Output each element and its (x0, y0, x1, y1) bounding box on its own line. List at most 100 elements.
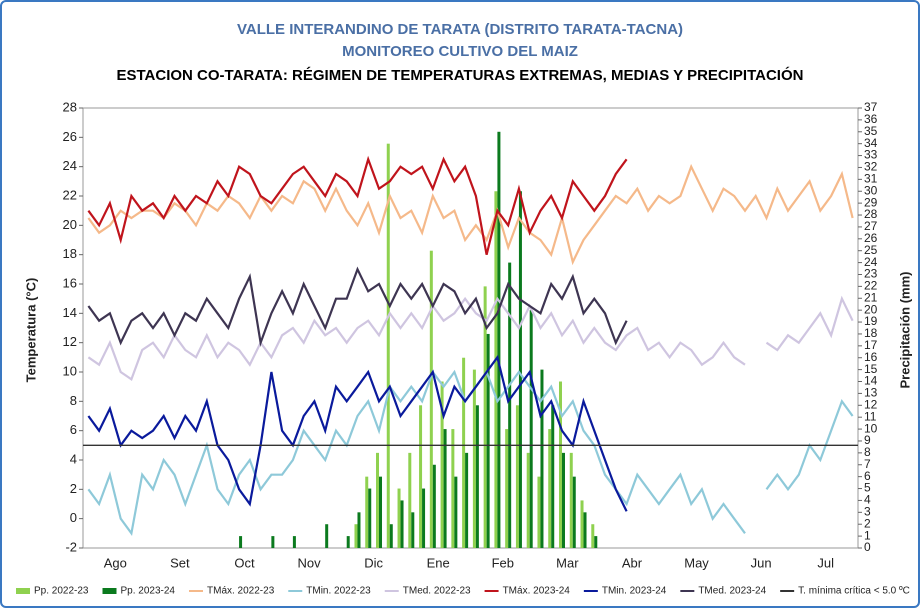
y2-tick-label: 29 (864, 195, 878, 209)
precip-bar (572, 476, 576, 548)
x-tick-label: Jul (817, 555, 834, 570)
y-tick-label: 26 (63, 129, 77, 144)
legend-label: Pp. 2022-23 (34, 586, 89, 597)
legend-swatch (16, 588, 30, 594)
temp-line (87, 266, 628, 348)
y2-axis-label: Precipitación (mm) (897, 271, 912, 388)
precip-bar (561, 452, 565, 548)
y-tick-label: 20 (63, 217, 77, 232)
precip-bar (526, 452, 530, 548)
precip-bar (569, 452, 573, 548)
precip-bar (432, 464, 436, 548)
precip-bar (365, 476, 369, 548)
precip-bar (472, 369, 476, 548)
precip-bar (494, 191, 498, 549)
precip-bar (548, 429, 552, 548)
precip-bar (408, 452, 412, 548)
chart-title: ESTACION CO-TARATA: RÉGIMEN DE TEMPERATU… (117, 66, 804, 84)
precip-bar (419, 405, 423, 548)
precip-bar (583, 512, 587, 548)
y2-tick-label: 36 (864, 112, 878, 126)
y2-tick-label: 14 (864, 374, 878, 388)
y2-tick-label: 37 (864, 100, 878, 114)
precip-bar (368, 488, 372, 548)
x-tick-label: Mar (556, 555, 579, 570)
precip-bar (389, 524, 393, 548)
precip-bar (515, 405, 519, 548)
precip-bar (558, 381, 562, 548)
x-tick-label: Dic (364, 555, 383, 570)
x-tick-label: May (684, 555, 709, 570)
precip-bar (594, 536, 598, 548)
x-tick-label: Oct (234, 555, 255, 570)
precip-bar (486, 333, 490, 548)
y2-tick-label: 2 (864, 516, 871, 530)
y2-tick-label: 20 (864, 302, 878, 316)
precip-bar (411, 512, 415, 548)
y2-tick-label: 26 (864, 231, 878, 245)
precip-bar (239, 536, 243, 548)
precip-bar (508, 262, 512, 548)
y2-tick-label: 15 (864, 362, 878, 376)
y2-tick-label: 8 (864, 445, 871, 459)
y-tick-label: 24 (63, 158, 77, 173)
legend-label: T. mínima crítica < 5.0 ºC (798, 586, 910, 597)
y2-tick-label: 4 (864, 493, 871, 507)
temp-line (87, 163, 854, 266)
y2-tick-label: 11 (864, 409, 877, 423)
y-tick-label: 0 (70, 510, 77, 525)
precip-bar (462, 357, 466, 548)
precip-bar (357, 512, 361, 548)
y-axis-label: Temperatura (°C) (23, 278, 38, 383)
precip-bar (537, 476, 541, 548)
precip-bar (386, 143, 390, 549)
y2-tick-label: 27 (864, 219, 878, 233)
x-tick-label: Ene (427, 555, 450, 570)
precip-bar (540, 369, 544, 548)
y2-tick-label: 24 (864, 255, 878, 269)
legend-label: TMed. 2023-24 (698, 586, 766, 597)
y2-tick-label: 21 (864, 290, 878, 304)
precip-bar (271, 536, 275, 548)
precip-bar (529, 310, 533, 548)
x-tick-label: Feb (492, 555, 514, 570)
precip-bar (376, 452, 380, 548)
x-tick-label: Abr (622, 555, 643, 570)
precip-bar (400, 500, 404, 548)
subtitle: MONITOREO CULTIVO DEL MAIZ (342, 43, 578, 60)
x-tick-label: Nov (297, 555, 321, 570)
y2-tick-label: 17 (864, 338, 878, 352)
x-tick-label: Set (170, 555, 190, 570)
precip-bar (379, 476, 383, 548)
precip-bar (465, 452, 469, 548)
legend-label: Pp. 2023-24 (121, 586, 176, 597)
y2-tick-label: 12 (864, 397, 878, 411)
legend-label: TMed. 2022-23 (403, 586, 471, 597)
y-tick-label: 10 (63, 363, 77, 378)
y-tick-label: 28 (63, 99, 77, 114)
precip-bar (580, 500, 584, 548)
precip-bar (475, 405, 479, 548)
y-tick-label: 4 (70, 451, 77, 466)
y2-tick-label: 33 (864, 148, 878, 162)
y2-tick-label: 28 (864, 207, 878, 221)
y-tick-label: 14 (63, 305, 77, 320)
y-tick-label: 16 (63, 275, 77, 290)
y2-tick-label: 23 (864, 267, 878, 281)
y-tick-label: 22 (63, 187, 77, 202)
title: VALLE INTERANDINO DE TARATA (DISTRITO TA… (237, 21, 683, 38)
precip-bar (483, 286, 487, 548)
precip-bar (451, 429, 455, 548)
y-tick-label: 6 (70, 422, 77, 437)
precip-bar (454, 476, 458, 548)
y-tick-label: -2 (65, 539, 77, 554)
plot-frame (82, 107, 859, 549)
precip-bar (518, 191, 522, 549)
y2-tick-label: 1 (864, 528, 871, 542)
precip-bar (591, 524, 595, 548)
precip-bar (292, 536, 296, 548)
y2-tick-label: 19 (864, 314, 878, 328)
precip-bar (443, 429, 447, 548)
precip-bar (429, 250, 433, 548)
